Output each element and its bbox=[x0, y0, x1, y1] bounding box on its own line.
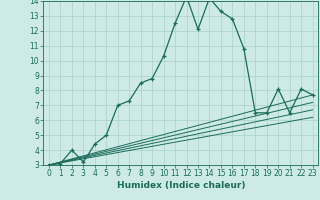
X-axis label: Humidex (Indice chaleur): Humidex (Indice chaleur) bbox=[116, 181, 245, 190]
